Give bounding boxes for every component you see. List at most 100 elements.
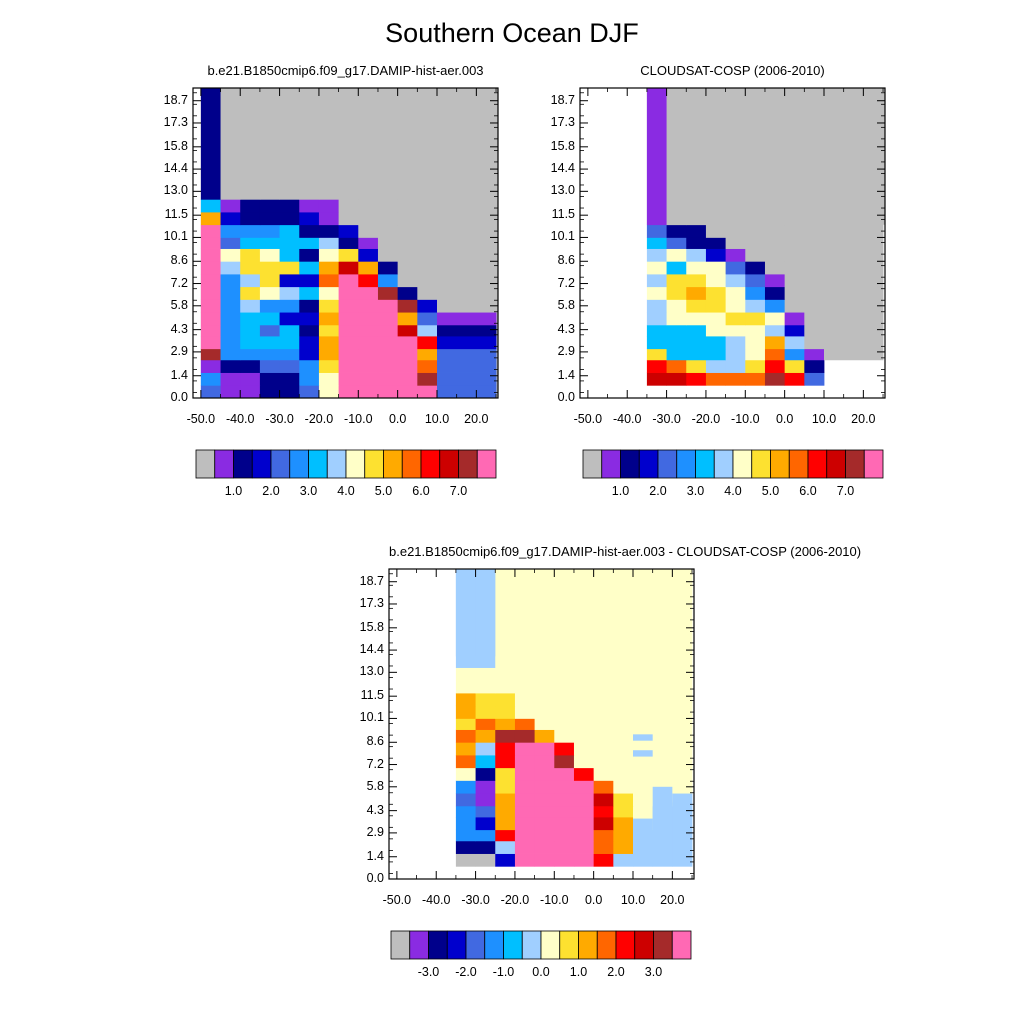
colorbar-box [863,449,884,479]
heatmap-cell [475,693,496,707]
heatmap-cell [554,767,575,781]
colorbar-box [195,449,216,479]
heatmap-cell [514,569,536,668]
heatmap-cell [593,840,614,854]
heatmap-cell [613,705,634,719]
heatmap-cell [240,299,261,313]
y-tick-label: 11.5 [551,207,575,222]
heatmap-cell [725,299,746,313]
heatmap-cell [804,286,825,300]
colorbar-label: 6.0 [412,484,430,498]
heatmap-cell [417,348,438,361]
heatmap-cell [554,780,575,794]
heatmap-cell [666,348,687,361]
y-tick-label: 10.1 [359,710,384,725]
heatmap-cell [475,729,496,743]
heatmap-cell [593,767,614,781]
heatmap-cell [220,237,241,249]
heatmap-cell [338,324,359,337]
heatmap-cell [554,680,575,694]
y-tick-label: 4.3 [557,321,575,336]
colorbar-box [458,449,478,479]
heatmap-cell [784,324,805,337]
colorbar-label: 7.0 [449,484,468,498]
heatmap-cell [613,853,634,867]
heatmap-cell [725,248,746,262]
heatmap-cell [318,261,340,275]
heatmap-cell [745,261,766,275]
heatmap-cell [534,755,555,769]
x-tick-label: 20.0 [464,412,489,426]
panel-2-plot [579,87,886,399]
heatmap-cell [593,793,614,807]
heatmap-cell [417,224,438,238]
colorbar-label: 5.0 [374,484,393,498]
heatmap-cell [259,286,280,300]
heatmap-cell [200,237,221,249]
heatmap-cell [613,680,634,694]
heatmap-cell [534,680,555,694]
heatmap-cell [764,261,786,275]
heatmap-cell [220,88,241,200]
heatmap-cell [725,237,746,249]
heatmap-cell [666,274,687,288]
heatmap-cell [652,718,673,730]
heatmap-cell [475,680,496,694]
heatmap-cell [824,348,884,361]
heatmap-cell [259,312,280,326]
heatmap-cell [338,237,359,249]
heatmap-cell [554,729,575,743]
heatmap-cell [377,359,399,373]
heatmap-cell [338,88,359,200]
heatmap-cell [705,88,727,226]
colorbar-box [601,449,621,479]
colorbar-box [270,449,291,479]
heatmap-cell [240,312,261,326]
heatmap-cell [613,780,634,794]
heatmap-cell [200,385,221,399]
heatmap-cell [633,818,653,864]
heatmap-cell [358,199,379,213]
heatmap-cell [725,261,746,275]
heatmap-cell [646,312,667,326]
heatmap-cell [397,237,418,249]
heatmap-cell [804,274,825,288]
heatmap-cell [495,569,516,668]
heatmap-cell [299,248,320,262]
heatmap-cell [534,705,555,719]
heatmap-cell [554,705,575,719]
colorbar-label: 0.0 [532,965,550,979]
heatmap-cell [299,286,320,300]
heatmap-cell [725,88,746,226]
y-tick-label: 5.8 [557,297,575,312]
heatmap-cell [279,385,300,399]
heatmap-cell [534,853,555,867]
heatmap-cell [672,742,693,756]
heatmap-cell [764,299,786,313]
heatmap-cell [804,336,825,350]
heatmap-cell [633,734,653,741]
heatmap-cell [259,237,280,249]
colorbar-box [428,930,448,960]
colorbar-label: 7.0 [836,484,855,498]
heatmap-cell [633,718,654,730]
heatmap-cell [666,261,687,275]
heatmap-cell [358,274,379,288]
heatmap-cell [666,312,687,326]
heatmap-cell [705,336,727,350]
heatmap-cell [417,199,438,213]
heatmap-cell [495,767,516,781]
heatmap-cell [279,274,300,288]
heatmap-cell [437,224,497,238]
heatmap-cell [784,88,805,226]
heatmap-cell [437,359,497,373]
y-tick-label: 0.0 [366,871,384,885]
heatmap-cell [824,336,884,350]
heatmap-cell [554,829,575,842]
y-tick-label: 1.4 [170,367,188,382]
heatmap-cell [377,237,399,249]
x-tick-label: 20.0 [660,893,685,907]
heatmap-cell [455,705,476,719]
heatmap-cell [764,237,786,249]
heatmap-cell [200,336,221,350]
